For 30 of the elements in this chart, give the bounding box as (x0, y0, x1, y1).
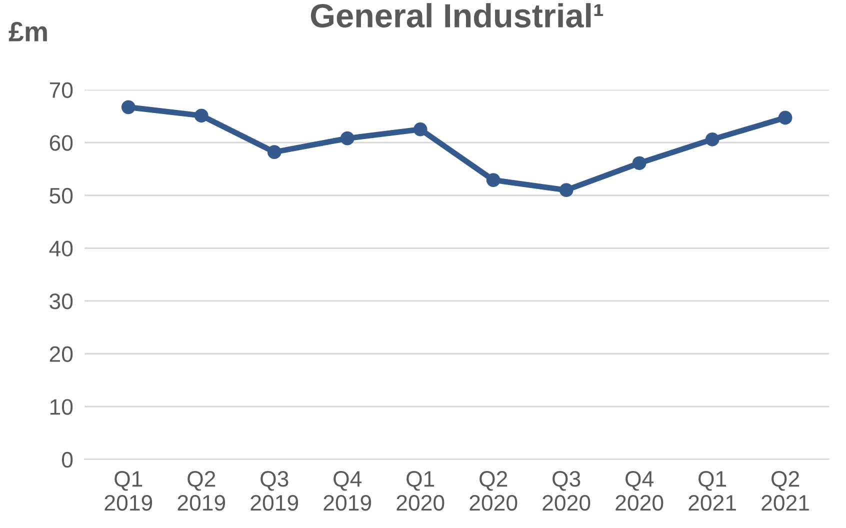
point (486, 173, 500, 187)
y-tick-label: 20 (50, 346, 73, 362)
point (778, 110, 792, 125)
x-tick-label: Q1 2019 (104, 471, 152, 511)
y-axis-title: £m (8, 22, 47, 42)
x-tick-label: Q3 2019 (250, 471, 298, 511)
chart-title: General Industrial¹ (310, 3, 604, 28)
point (340, 131, 354, 146)
x-tick-label: Q2 2020 (470, 471, 518, 511)
point (705, 132, 720, 146)
y-tick-label: 10 (50, 399, 73, 415)
point (413, 122, 428, 136)
y-tick-label: 60 (50, 135, 73, 151)
point (121, 100, 136, 114)
point (559, 183, 574, 198)
point (194, 108, 208, 123)
x-tick-label: Q2 2019 (178, 471, 226, 511)
y-tick-label: 0 (62, 452, 73, 468)
point (632, 156, 646, 170)
x-tick-label: Q3 2020 (542, 471, 590, 511)
y-tick-label: 30 (50, 293, 73, 310)
x-tick-label: Q1 2021 (688, 471, 736, 511)
x-tick-label: Q1 2020 (396, 471, 444, 511)
point (267, 145, 282, 160)
x-tick-label: Q4 2020 (616, 471, 664, 511)
y-tick-label: 70 (50, 82, 73, 98)
x-tick-label: Q2 2021 (762, 471, 809, 511)
y-tick-label: 50 (50, 188, 73, 204)
x-tick-label: Q4 2019 (324, 471, 372, 511)
y-tick-label: 40 (49, 240, 73, 256)
